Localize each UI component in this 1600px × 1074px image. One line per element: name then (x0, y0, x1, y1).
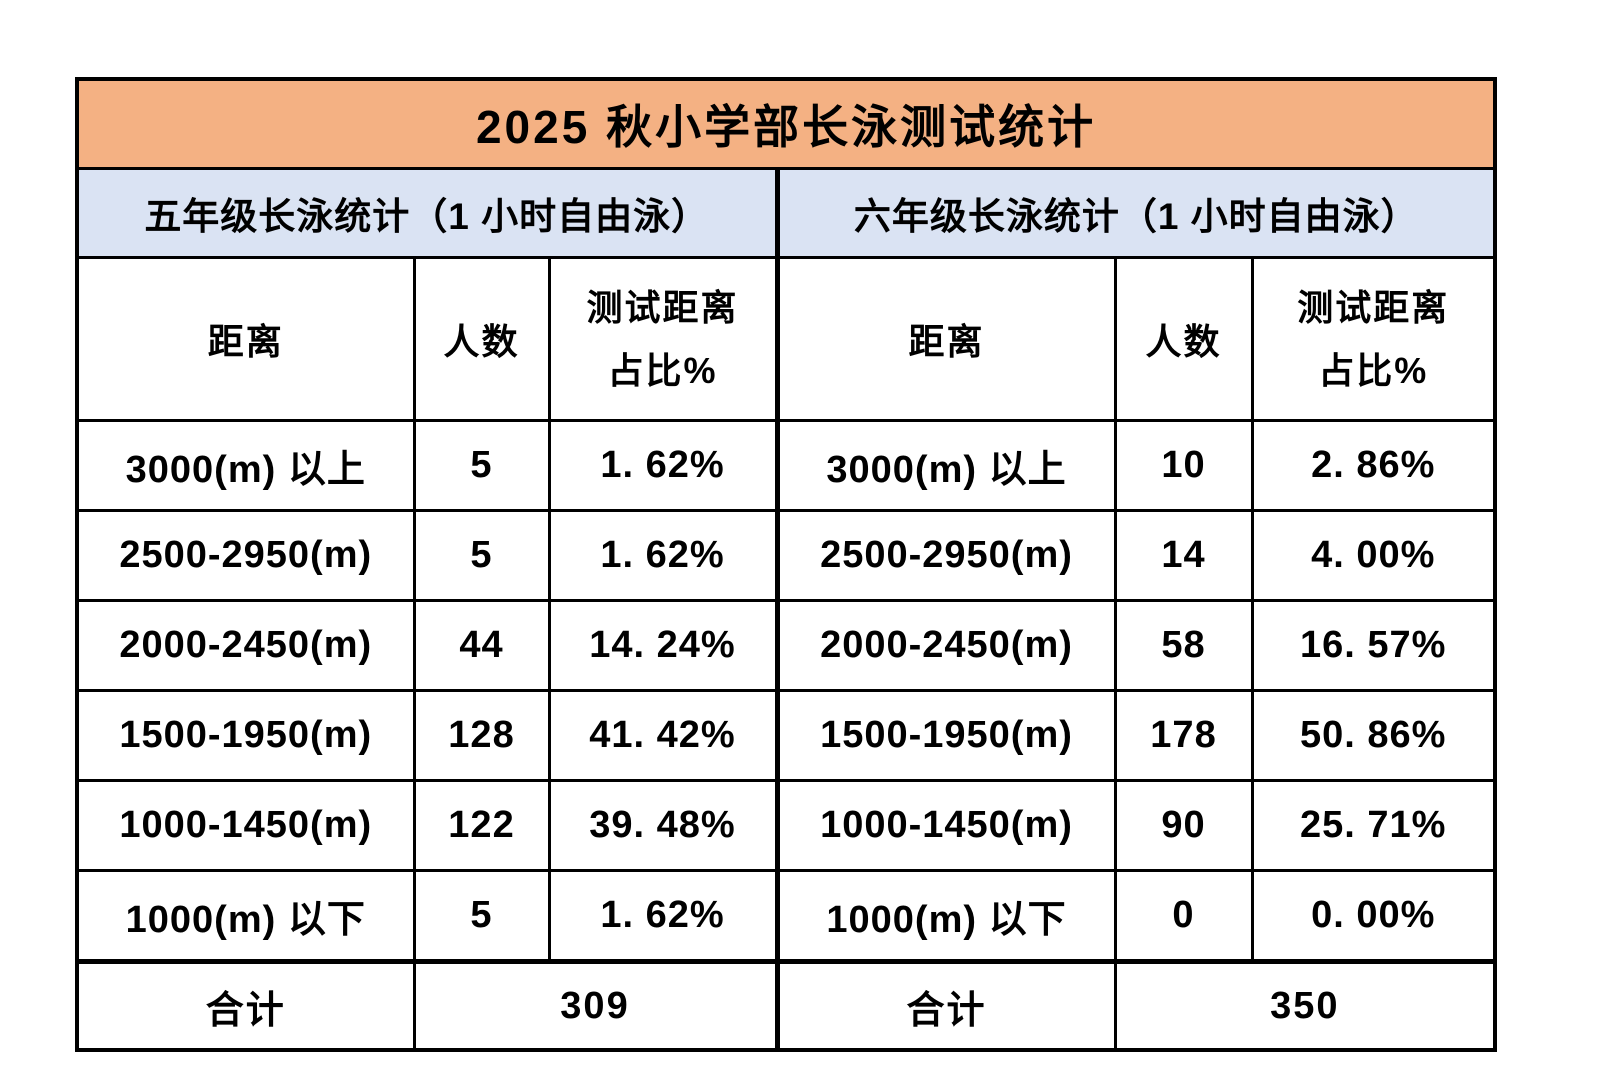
distance-cell: 1500-1950(m) (774, 689, 1117, 782)
distance-cell: 3000(m) 以上 (774, 419, 1117, 512)
distance-cell: 2500-2950(m) (774, 509, 1117, 602)
pct-cell: 1. 62% (547, 419, 779, 512)
count-cell: 5 (412, 869, 551, 963)
table-row: 2000-2450(m) 44 14. 24% 2000-2450(m) 58 … (75, 599, 1497, 692)
distance-cell: 1000-1450(m) (75, 779, 416, 872)
table-row: 1000(m) 以下 5 1. 62% 1000(m) 以下 0 0. 00% (75, 869, 1497, 963)
distance-cell: 1000-1450(m) (774, 779, 1117, 872)
total-value-left: 309 (412, 959, 779, 1052)
section-header-row: 五年级长泳统计（1 小时自由泳） 六年级长泳统计（1 小时自由泳） (75, 167, 1497, 259)
pct-cell: 1. 62% (547, 509, 779, 602)
col-header-count-right: 人数 (1113, 256, 1254, 422)
col-header-pct-right-text: 测试距离 占比% (1255, 276, 1492, 402)
col-header-distance-left: 距离 (75, 256, 416, 422)
col-header-count-left: 人数 (412, 256, 551, 422)
count-cell: 44 (412, 599, 551, 692)
pct-header-line2: 占比% (1318, 350, 1429, 391)
table-title-row: 2025 秋小学部长泳测试统计 (75, 77, 1497, 170)
pct-header-line2: 占比% (607, 350, 718, 391)
pct-cell: 39. 48% (547, 779, 779, 872)
count-cell: 58 (1113, 599, 1254, 692)
column-header-row: 距离 人数 测试距离 占比% 距离 人数 测试距离 占比% (75, 256, 1497, 422)
page-title: 2025 秋小学部长泳测试统计 (75, 77, 1497, 170)
total-label-left: 合计 (75, 959, 416, 1052)
total-row: 合计 309 合计 350 (75, 959, 1497, 1052)
grade6-section-header: 六年级长泳统计（1 小时自由泳） (774, 167, 1497, 259)
pct-cell: 16. 57% (1250, 599, 1497, 692)
count-cell: 14 (1113, 509, 1254, 602)
col-header-distance-right: 距离 (774, 256, 1117, 422)
count-cell: 90 (1113, 779, 1254, 872)
pct-cell: 4. 00% (1250, 509, 1497, 602)
pct-cell: 2. 86% (1250, 419, 1497, 512)
count-cell: 0 (1113, 869, 1254, 963)
table-row: 3000(m) 以上 5 1. 62% 3000(m) 以上 10 2. 86% (75, 419, 1497, 512)
pct-header-line1: 测试距离 (1297, 287, 1450, 328)
swim-test-table: 2025 秋小学部长泳测试统计 五年级长泳统计（1 小时自由泳） 六年级长泳统计… (75, 77, 1498, 1052)
count-cell: 128 (412, 689, 551, 782)
distance-cell: 1000(m) 以下 (774, 869, 1117, 963)
table-row: 1000-1450(m) 122 39. 48% 1000-1450(m) 90… (75, 779, 1497, 872)
pct-cell: 41. 42% (547, 689, 779, 782)
col-header-pct-right: 测试距离 占比% (1250, 256, 1497, 422)
col-header-pct-left: 测试距离 占比% (547, 256, 779, 422)
total-label-right: 合计 (774, 959, 1117, 1052)
distance-cell: 1500-1950(m) (75, 689, 416, 782)
count-cell: 178 (1113, 689, 1254, 782)
distance-cell: 2000-2450(m) (774, 599, 1117, 692)
distance-cell: 3000(m) 以上 (75, 419, 416, 512)
pct-cell: 50. 86% (1250, 689, 1497, 782)
pct-header-line1: 测试距离 (586, 287, 739, 328)
count-cell: 5 (412, 509, 551, 602)
pct-cell: 1. 62% (547, 869, 779, 963)
grade5-section-header: 五年级长泳统计（1 小时自由泳） (75, 167, 779, 259)
table-row: 2500-2950(m) 5 1. 62% 2500-2950(m) 14 4.… (75, 509, 1497, 602)
count-cell: 10 (1113, 419, 1254, 512)
pct-cell: 25. 71% (1250, 779, 1497, 872)
distance-cell: 2000-2450(m) (75, 599, 416, 692)
col-header-pct-left-text: 测试距离 占比% (552, 276, 774, 402)
distance-cell: 2500-2950(m) (75, 509, 416, 602)
distance-cell: 1000(m) 以下 (75, 869, 416, 963)
pct-cell: 14. 24% (547, 599, 779, 692)
total-value-right: 350 (1113, 959, 1497, 1052)
count-cell: 5 (412, 419, 551, 512)
table-row: 1500-1950(m) 128 41. 42% 1500-1950(m) 17… (75, 689, 1497, 782)
pct-cell: 0. 00% (1250, 869, 1497, 963)
count-cell: 122 (412, 779, 551, 872)
